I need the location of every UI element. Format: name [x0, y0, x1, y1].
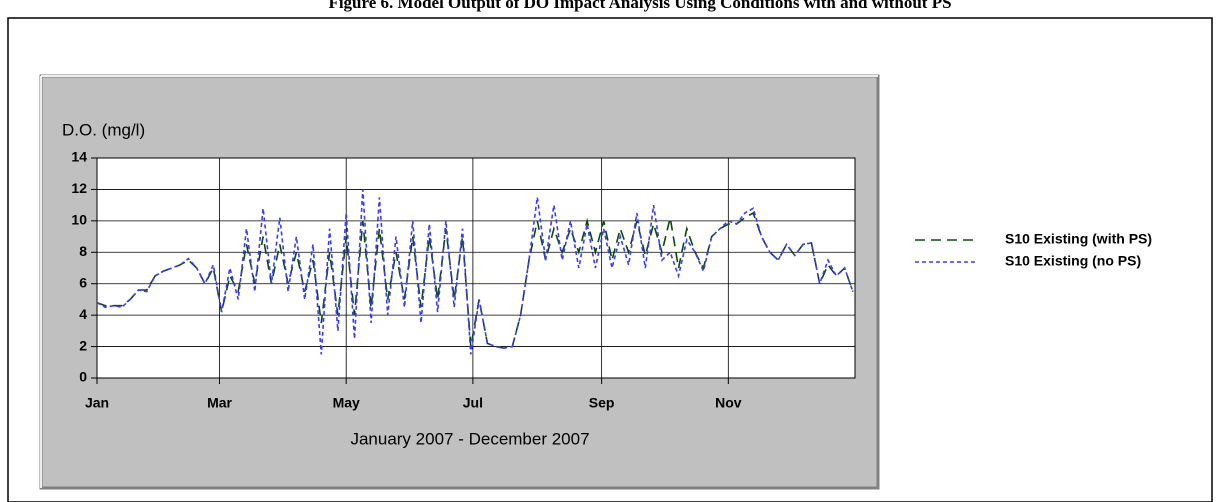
- y-tick-label: 12: [71, 180, 87, 196]
- y-tick-label: 8: [79, 243, 87, 259]
- y-tick-label: 14: [71, 149, 87, 165]
- plot-area: [96, 157, 856, 379]
- y-tick-label: 2: [79, 337, 87, 353]
- x-tick-label: May: [333, 395, 360, 411]
- y-tick-label: 6: [79, 274, 87, 290]
- x-tick-label: Nov: [715, 395, 742, 411]
- legend-label: S10 Existing (with PS): [1005, 231, 1152, 247]
- x-axis-title: January 2007 - December 2007: [350, 429, 589, 448]
- x-tick-label: Jan: [85, 395, 109, 411]
- x-tick-label: Sep: [589, 395, 615, 411]
- figure-title: Figure 6. Model Output of DO Impact Anal…: [328, 0, 951, 12]
- series-line: [96, 189, 854, 355]
- x-tick-label: Jul: [463, 395, 483, 411]
- y-tick-label: 0: [79, 369, 87, 385]
- y-tick-label: 4: [79, 306, 87, 322]
- series-line: [96, 211, 854, 349]
- x-tick-label: Mar: [207, 395, 232, 411]
- legend-label: S10 Existing (no PS): [1005, 253, 1141, 269]
- y-axis-title: D.O. (mg/l): [62, 120, 145, 139]
- y-tick-label: 10: [71, 212, 87, 228]
